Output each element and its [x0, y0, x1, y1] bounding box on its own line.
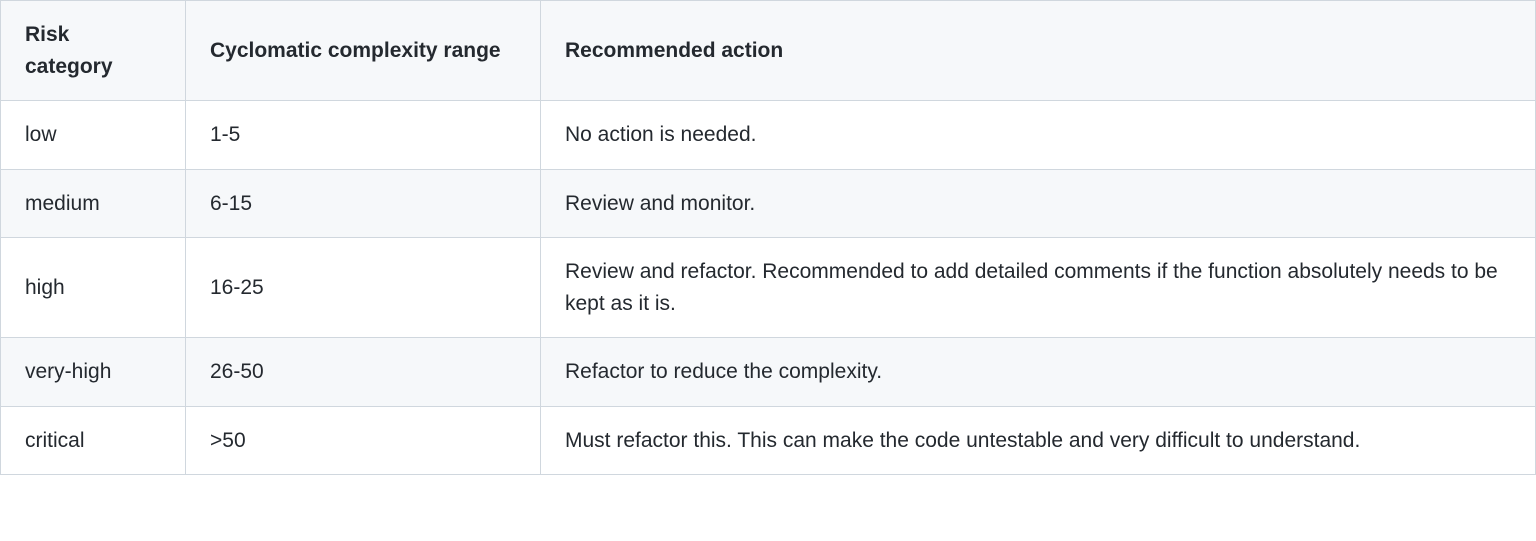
cell-action: Must refactor this. This can make the co… [541, 406, 1536, 475]
table-row: critical >50 Must refactor this. This ca… [1, 406, 1536, 475]
cell-range: >50 [186, 406, 541, 475]
cell-range: 26-50 [186, 338, 541, 407]
cell-risk: medium [1, 169, 186, 238]
cell-action: Refactor to reduce the complexity. [541, 338, 1536, 407]
cell-range: 6-15 [186, 169, 541, 238]
cell-action: Review and refactor. Recommended to add … [541, 238, 1536, 338]
col-header-risk: Risk category [1, 1, 186, 101]
cell-risk: very-high [1, 338, 186, 407]
col-header-range: Cyclomatic complexity range [186, 1, 541, 101]
cell-range: 16-25 [186, 238, 541, 338]
complexity-table: Risk category Cyclomatic complexity rang… [0, 0, 1536, 475]
table-header-row: Risk category Cyclomatic complexity rang… [1, 1, 1536, 101]
cell-action: No action is needed. [541, 101, 1536, 170]
table-row: very-high 26-50 Refactor to reduce the c… [1, 338, 1536, 407]
cell-range: 1-5 [186, 101, 541, 170]
cell-risk: high [1, 238, 186, 338]
table-row: high 16-25 Review and refactor. Recommen… [1, 238, 1536, 338]
table-row: medium 6-15 Review and monitor. [1, 169, 1536, 238]
col-header-action: Recommended action [541, 1, 1536, 101]
cell-action: Review and monitor. [541, 169, 1536, 238]
table-row: low 1-5 No action is needed. [1, 101, 1536, 170]
cell-risk: critical [1, 406, 186, 475]
cell-risk: low [1, 101, 186, 170]
complexity-table-container: Risk category Cyclomatic complexity rang… [0, 0, 1536, 475]
